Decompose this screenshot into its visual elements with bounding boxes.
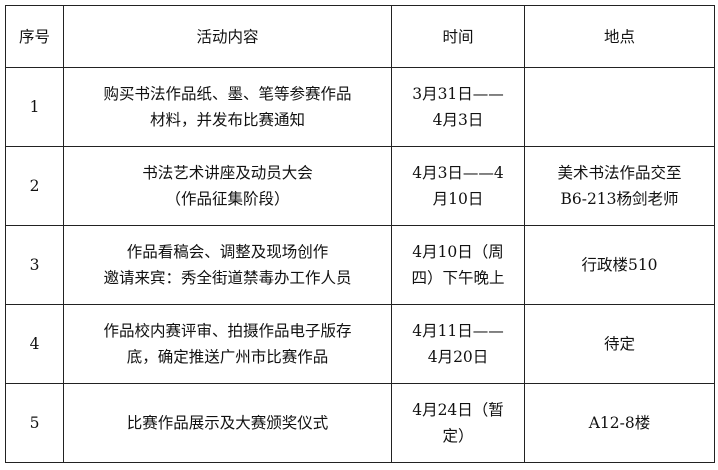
cell-content-line: 作品看稿会、调整及现场创作 — [126, 243, 329, 261]
cell-no: 1 — [5, 67, 64, 147]
cell-time-line: 四）下午晚上 — [411, 269, 505, 287]
cell-place-line: B6-213杨剑老师 — [560, 190, 679, 208]
cell-place: 美术书法作品交至 B6-213杨剑老师 — [524, 146, 715, 226]
header-no: 序号 — [5, 5, 64, 68]
cell-no: 2 — [5, 146, 64, 226]
cell-time-line: 4月3日 — [432, 111, 484, 129]
header-row: 序号 活动内容 时间 地点 — [5, 5, 715, 68]
table-row: 1 购买书法作品纸、墨、笔等参赛作品 材料，并发布比赛通知 3月31日—— 4月3日 — [5, 67, 715, 147]
cell-time-line: 4月24日（暂 — [412, 401, 504, 419]
cell-place-line: 待定 — [603, 335, 635, 353]
cell-time-line: 月10日 — [432, 190, 484, 208]
cell-no: 3 — [5, 225, 64, 305]
cell-content: 比赛作品展示及大赛颁奖仪式 — [63, 383, 392, 463]
cell-content: 作品校内赛评审、拍摄作品电子版存 底，确定推送广州市比赛作品 — [63, 304, 392, 384]
cell-place — [524, 67, 715, 147]
cell-content-line: 材料，并发布比赛通知 — [149, 111, 305, 129]
cell-content: 购买书法作品纸、墨、笔等参赛作品 材料，并发布比赛通知 — [63, 67, 392, 147]
cell-content-line: 书法艺术讲座及动员大会 — [142, 164, 313, 182]
cell-content-line: 比赛作品展示及大赛颁奖仪式 — [126, 414, 329, 432]
cell-place-line: A12-8楼 — [588, 414, 651, 432]
cell-content-line: 作品校内赛评审、拍摄作品电子版存 — [103, 322, 352, 340]
cell-time: 4月24日（暂 定） — [391, 383, 525, 463]
cell-time-line: 定） — [442, 427, 474, 445]
header-content: 活动内容 — [63, 5, 392, 68]
table-row: 2 书法艺术讲座及动员大会 （作品征集阶段） 4月3日——4 月10日 美术书法作品交至 B… — [5, 146, 715, 226]
cell-time-line: 4月20日 — [427, 348, 489, 366]
cell-content-line: （作品征集阶段） — [165, 190, 290, 208]
cell-time-line: 4月11日—— — [412, 322, 504, 340]
cell-content: 作品看稿会、调整及现场创作邀请来宾：秀全街道禁毒办工作人员 — [63, 225, 392, 305]
cell-place: A12-8楼 — [524, 383, 715, 463]
cell-place-line: 美术书法作品交至 — [557, 164, 682, 182]
cell-no: 4 — [5, 304, 64, 384]
cell-time: 4月3日——4 月10日 — [391, 146, 525, 226]
cell-place: 待定 — [524, 304, 715, 384]
cell-time: 4月11日—— 4月20日 — [391, 304, 525, 384]
cell-time-line: 4月3日——4 — [412, 164, 504, 182]
cell-time-line: 4月10日（周 — [412, 243, 504, 261]
cell-place-line: 行政楼510 — [581, 256, 658, 274]
schedule-table: 序号 活动内容 时间 地点 1 购买书法作品纸、墨、笔等参赛作品 材料，并发布比赛通… — [5, 5, 715, 463]
cell-content-line: 邀请来宾：秀全街道禁毒办工作人员 — [103, 269, 352, 287]
header-time: 时间 — [391, 5, 525, 68]
header-place: 地点 — [524, 5, 715, 68]
cell-time: 3月31日—— 4月3日 — [391, 67, 525, 147]
table-row: 4 作品校内赛评审、拍摄作品电子版存 底，确定推送广州市比赛作品 4月11日—— 4月2… — [5, 304, 715, 384]
table-row: 5 比赛作品展示及大赛颁奖仪式 4月24日（暂 定） A12-8楼 — [5, 383, 715, 463]
table-row: 3 作品看稿会、调整及现场创作 邀请来宾：秀全街道禁毒办工作人员 4月10日（周 四）下… — [5, 225, 715, 305]
cell-time-line: 3月31日—— — [412, 85, 504, 103]
cell-place: 行政楼510 — [524, 225, 715, 305]
cell-time: 4月10日（周 四）下午晚上 — [391, 225, 525, 305]
cell-content: 书法艺术讲座及动员大会 （作品征集阶段） — [63, 146, 392, 226]
cell-content-line: 底，确定推送广州市比赛作品 — [126, 348, 329, 366]
cell-content-line: 购买书法作品纸、墨、笔等参赛作品 — [103, 85, 352, 103]
cell-no: 5 — [5, 383, 64, 463]
